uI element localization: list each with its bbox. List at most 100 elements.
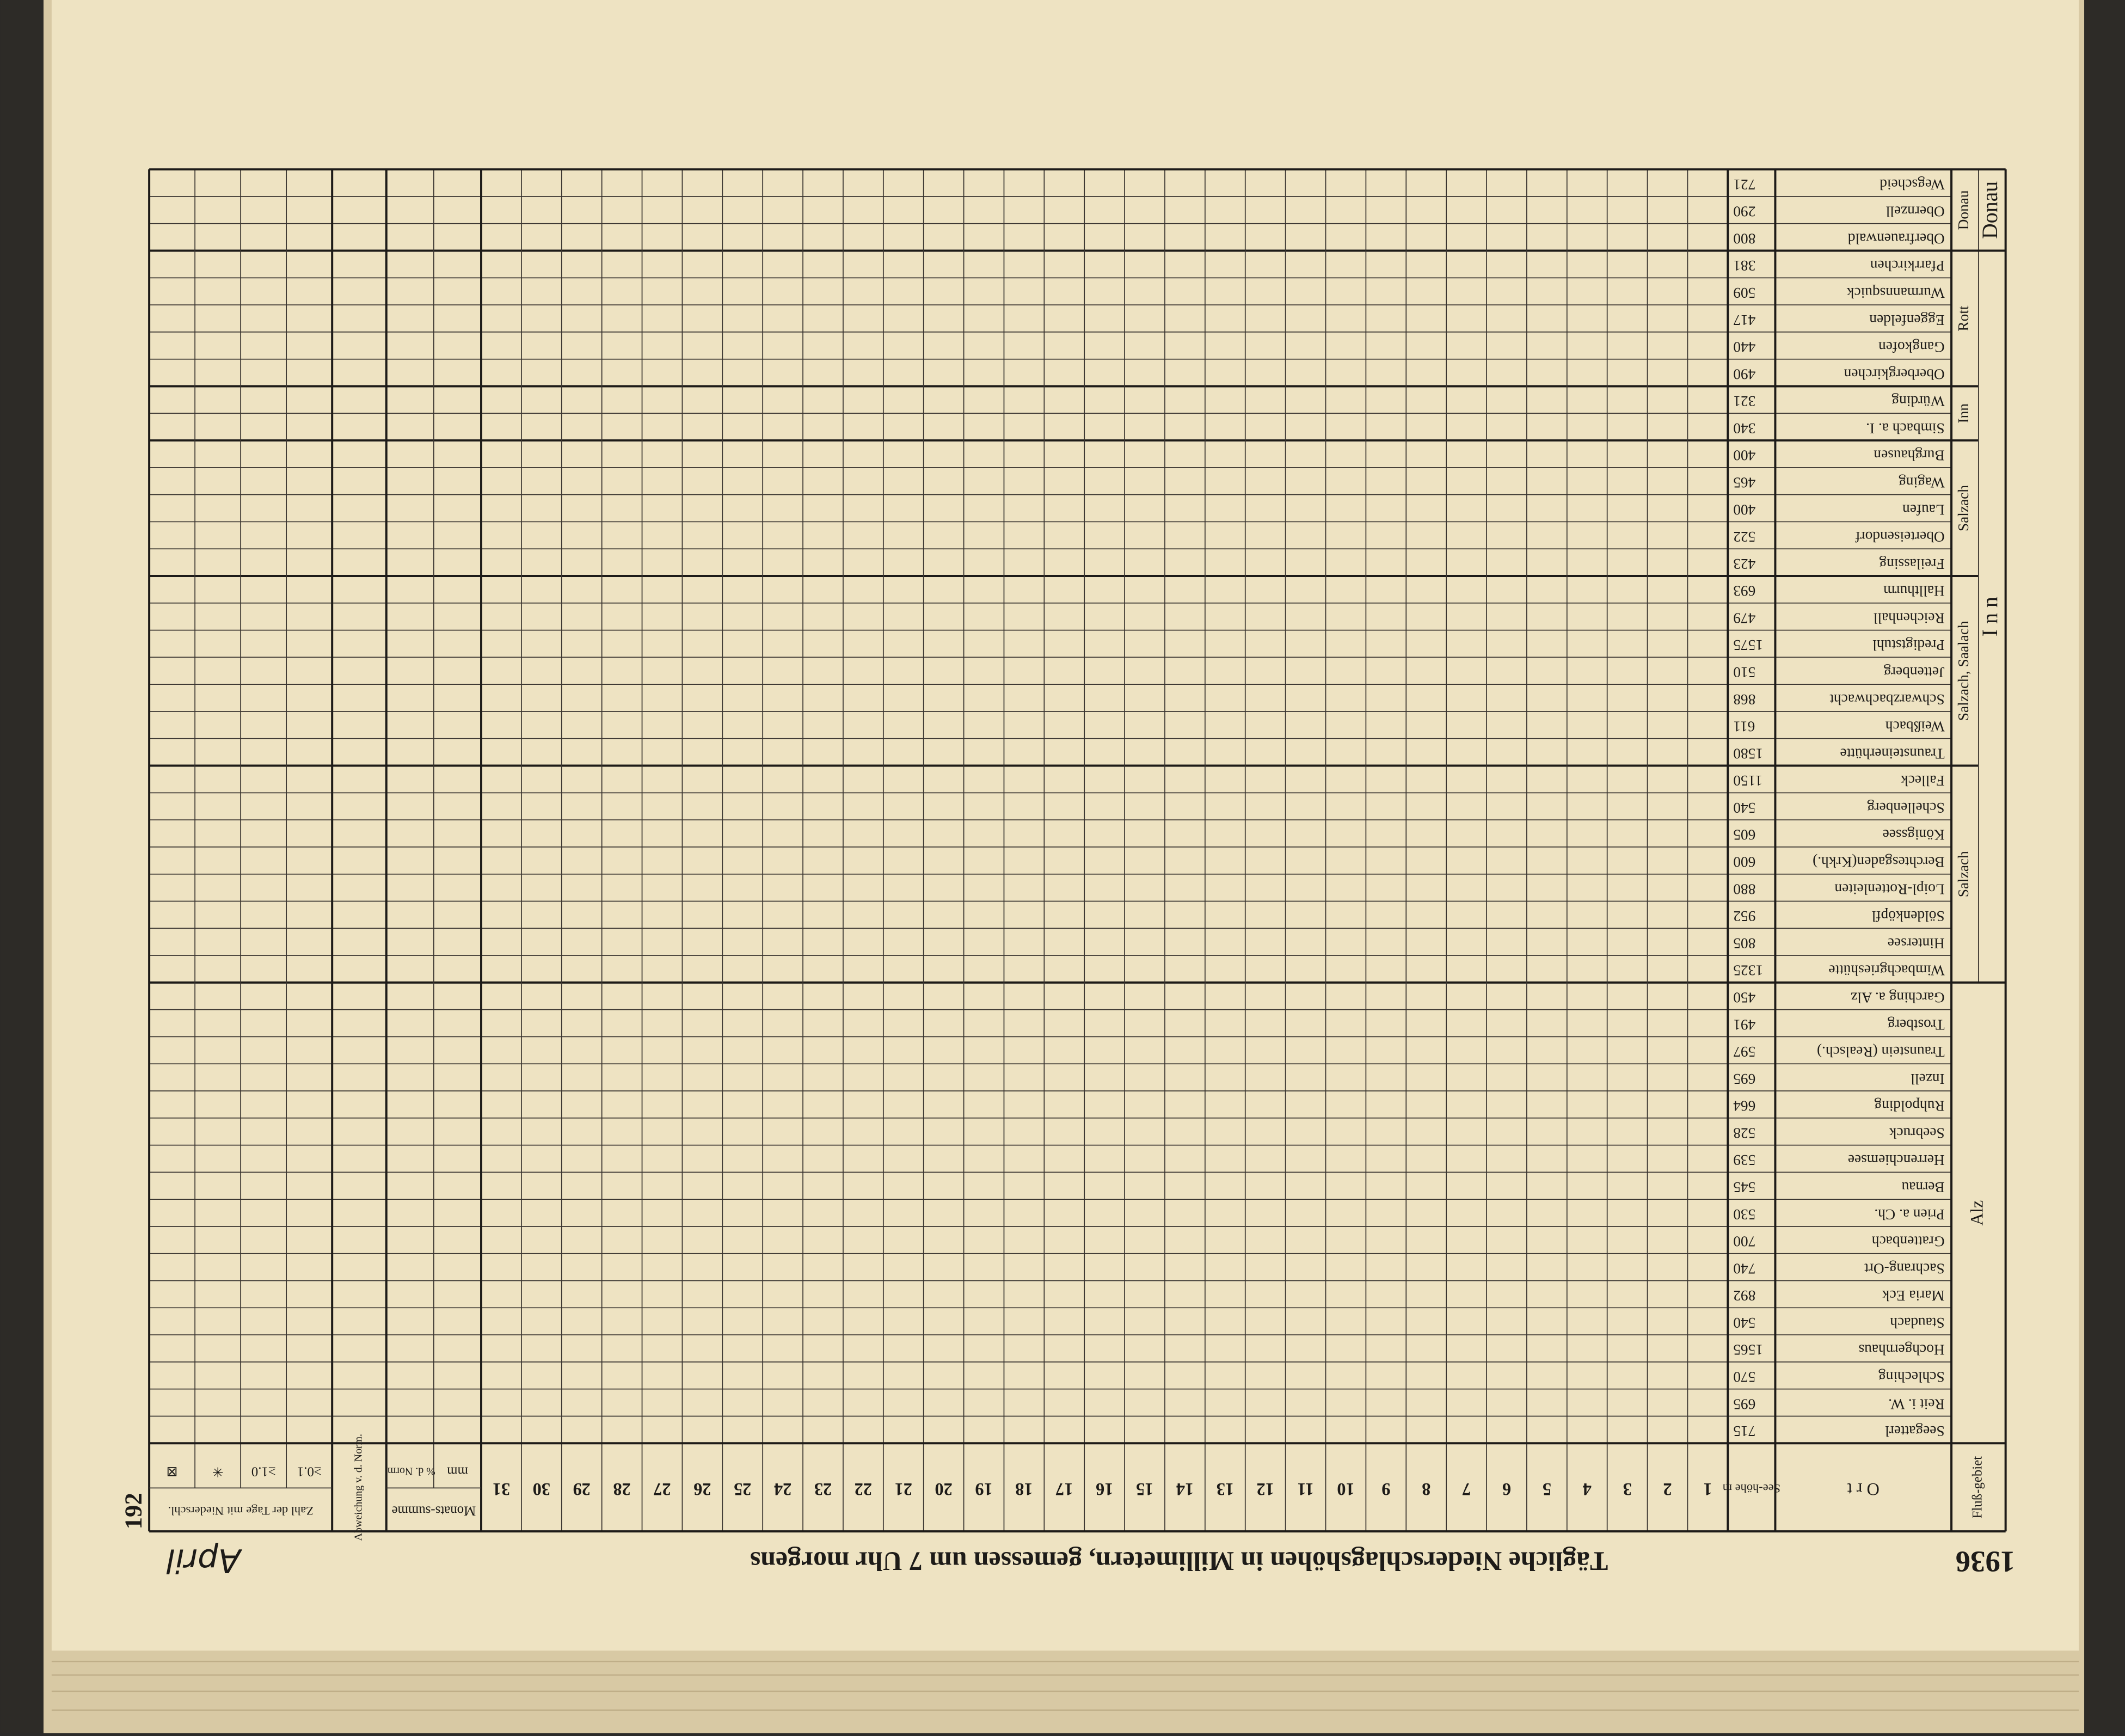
station-elevation: 479 [1733,610,1755,626]
header-day: 22 [855,1480,872,1499]
basin-label: Alz [1967,1200,1986,1226]
station-name: Schwarzbachwacht [1829,691,1945,708]
station-name: Oberbergkirchen [1844,366,1944,382]
station-elevation: 540 [1733,1315,1755,1331]
station-elevation: 695 [1733,1396,1755,1412]
station-name: Bernau [1901,1179,1944,1195]
station-elevation: 868 [1733,691,1755,708]
station-elevation: 605 [1733,827,1755,843]
header-day: 30 [533,1480,550,1499]
station-name: Herrenchiemsee [1848,1152,1945,1168]
header-day: 5 [1543,1480,1551,1499]
station-name: Laufen [1902,501,1945,518]
station-name: Hochgernhaus [1859,1342,1945,1358]
station-elevation: 522 [1733,529,1755,545]
basin-label: Donau [1978,181,2002,239]
header-day: 1 [1703,1480,1712,1499]
station-name: Gangkofen [1878,339,1945,355]
page-edges [51,1660,2079,1711]
header-day: 4 [1583,1480,1592,1499]
month-handwritten: April [166,1541,243,1579]
header-rain-days: Zahl der Tage mit Niederschl. [168,1504,314,1518]
station-elevation: 1580 [1733,745,1763,762]
station-elevation: 528 [1733,1125,1755,1141]
station-elevation: 952 [1733,908,1755,924]
station-name: Seebruck [1889,1125,1944,1141]
station-elevation: 740 [1733,1260,1755,1277]
header-day: 31 [493,1480,510,1499]
station-name: Oberteisendorf [1855,529,1945,545]
station-elevation: 490 [1733,366,1755,382]
station-name: Berchtesgaden(Krkh.) [1813,854,1944,870]
station-name: Weißbach [1886,719,1945,735]
station-elevation: 693 [1733,583,1755,599]
station-name: Burghausen [1874,447,1945,464]
station-name: Wurmannsquick [1846,285,1944,301]
station-name: Falleck [1901,772,1945,789]
station-name: Würding [1891,393,1945,409]
station-name: Loipl-Rottenleiten [1834,881,1945,897]
station-elevation: 321 [1733,393,1755,409]
station-name: Reit i. W. [1888,1396,1944,1412]
header-threshold: ✳ [212,1464,224,1479]
station-name: Freilassing [1879,556,1944,572]
header-percent: % d. Norm. [385,1465,435,1477]
river-label: Salzach [1955,485,1972,531]
header-sum: Monats-summe [392,1504,476,1518]
station-name: Pfarrkirchen [1870,257,1945,274]
station-name: Simbach a. I. [1866,420,1944,437]
station-elevation: 1565 [1733,1342,1763,1358]
header-day: 8 [1422,1480,1430,1499]
station-elevation: 340 [1733,420,1755,437]
station-name: Obernzell [1886,204,1944,220]
header-day: 29 [573,1480,591,1499]
header-day: 18 [1015,1480,1033,1499]
header-day: 6 [1502,1480,1511,1499]
header-day: 21 [895,1480,912,1499]
header-day: 3 [1623,1480,1632,1499]
station-name: Hintersee [1888,935,1945,952]
station-elevation: 611 [1733,719,1755,735]
station-elevation: 465 [1733,474,1755,490]
station-name: Schellenberg [1867,800,1945,816]
station-elevation: 290 [1733,204,1755,220]
header-threshold: ≥0.1 [297,1464,322,1479]
river-label: Inn [1955,403,1972,424]
header-day: 27 [653,1480,671,1499]
station-elevation: 800 [1733,230,1755,247]
station-elevation: 423 [1733,556,1755,572]
header-day: 23 [814,1480,832,1499]
station-name: Prien a. Ch. [1874,1206,1944,1223]
station-name: Wimbachgrieshütte [1828,962,1944,979]
station-name: Söldenköpfl [1871,908,1944,924]
station-name: Traunsteinerhütte [1840,745,1945,762]
station-name: Seegatterl [1885,1423,1945,1439]
station-elevation: 450 [1733,989,1755,1005]
station-elevation: 530 [1733,1206,1755,1223]
station-elevation: 721 [1733,176,1755,193]
station-name: Traunstein (Realsch.) [1817,1044,1945,1060]
paper [51,0,2079,1651]
station-name: Königssee [1883,827,1945,843]
station-elevation: 400 [1733,447,1755,464]
station-elevation: 570 [1733,1369,1755,1385]
station-name: Staudach [1890,1315,1945,1331]
station-name: Eggenfelden [1869,312,1945,328]
page-number: 192 [120,1493,147,1529]
basin-label: I n n [1978,597,2002,636]
station-elevation: 1150 [1733,772,1762,789]
station-name: Reichenhall [1873,610,1944,626]
station-elevation: 545 [1733,1179,1755,1195]
header-deviation: Abweichung v. d. Norm. [353,1434,365,1541]
station-name: Waging [1899,474,1945,490]
station-name: Jettenberg [1883,664,1944,680]
station-elevation: 491 [1733,1016,1755,1033]
station-elevation: 509 [1733,285,1755,301]
station-name: Schleching [1878,1369,1945,1385]
station-name: Garching a. Alz [1851,989,1945,1005]
station-name: Wegscheid [1880,176,1945,193]
station-elevation: 880 [1733,881,1755,897]
station-elevation: 715 [1733,1423,1755,1439]
title: Tägliche Niederschlagshöhen in Millimete… [750,1546,1608,1576]
